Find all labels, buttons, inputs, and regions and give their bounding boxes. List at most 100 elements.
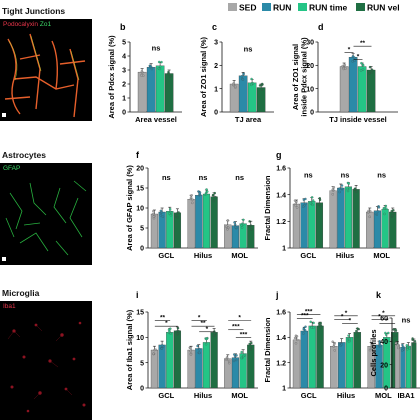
- y-axis-label: Fractal Dimension: [263, 175, 272, 240]
- microglia-micrograph: Iba1: [0, 301, 92, 420]
- x-tick-label: MOL: [375, 391, 392, 400]
- data-point: [406, 347, 409, 351]
- data-point: [232, 359, 236, 363]
- data-point: [317, 203, 321, 206]
- y-axis-label-line: Area of ZO1 signal: [291, 44, 300, 110]
- data-point: [177, 211, 180, 214]
- data-point: [378, 344, 382, 348]
- data-point: [249, 348, 253, 351]
- data-point: [160, 344, 164, 347]
- data-point: [204, 337, 208, 341]
- vessel-network-image: [4, 33, 86, 118]
- data-point: [383, 206, 386, 210]
- data-point: [232, 81, 236, 85]
- data-point: [295, 206, 299, 209]
- data-point: [302, 205, 305, 208]
- data-point: [318, 197, 321, 200]
- x-tick-label: GCL: [158, 391, 174, 400]
- bar: [164, 73, 174, 113]
- data-point: [296, 338, 299, 342]
- data-point: [151, 212, 155, 216]
- stain-label: Podocalyxin Zo1: [3, 21, 51, 28]
- y-tick-label: 0: [122, 110, 126, 117]
- y-tick-label: 10: [136, 335, 144, 342]
- astrocytes-micrograph: GFAP: [0, 163, 92, 265]
- data-point: [159, 213, 162, 217]
- stain-part: GFAP: [3, 165, 21, 172]
- data-point: [227, 361, 231, 365]
- data-point: [295, 200, 298, 203]
- data-point: [167, 71, 170, 75]
- data-point: [233, 223, 237, 226]
- data-point: [196, 344, 199, 348]
- significance-label: ns: [162, 173, 171, 182]
- bar: [137, 71, 147, 113]
- bar: [158, 344, 166, 389]
- bar: [292, 339, 301, 389]
- significance-label: **: [360, 40, 366, 47]
- data-point: [356, 331, 359, 335]
- y-tick-label: 0: [384, 386, 388, 393]
- data-point: [367, 209, 370, 213]
- significance-label: *: [165, 320, 168, 327]
- data-point: [160, 210, 164, 214]
- legend: SED RUN RUN time RUN vel: [228, 3, 400, 13]
- x-tick-label: GCL: [301, 391, 317, 400]
- data-point: [377, 206, 381, 209]
- bar: [337, 187, 345, 249]
- data-point: [189, 353, 193, 356]
- y-axis-label: Area of Iba1 signal (%): [125, 309, 134, 390]
- y-tick-label: 1.2: [276, 219, 286, 226]
- bar: [338, 342, 346, 389]
- legend-label: RUN vel: [367, 3, 400, 13]
- data-point: [250, 77, 253, 81]
- data-point: [384, 333, 388, 336]
- data-point: [384, 338, 387, 341]
- bar: [210, 332, 218, 389]
- data-point: [340, 343, 343, 346]
- significance-label: ***: [305, 309, 313, 316]
- bar: [315, 202, 324, 249]
- y-tick-label: 10: [136, 206, 144, 213]
- bar: [308, 325, 316, 389]
- legend-swatch: [298, 3, 307, 11]
- y-tick-label: 60: [380, 316, 388, 323]
- data-point: [360, 61, 363, 65]
- data-point: [211, 193, 215, 197]
- data-point: [344, 67, 347, 70]
- data-point: [348, 339, 352, 343]
- data-point: [331, 340, 334, 343]
- data-point: [225, 225, 228, 228]
- y-axis-label: Area of GFAP signal (%): [125, 165, 134, 251]
- significance-label: ns: [199, 173, 208, 182]
- data-point: [405, 344, 409, 347]
- legend-label: SED: [239, 3, 256, 13]
- data-point: [235, 354, 238, 357]
- stain-part: Zo1: [38, 21, 52, 28]
- y-tick-label: 2: [122, 82, 126, 89]
- data-point: [227, 226, 230, 230]
- data-point: [391, 214, 394, 217]
- bar: [353, 332, 362, 389]
- bar: [256, 87, 266, 113]
- panel-letter: d: [318, 22, 324, 32]
- panel-letter: g: [276, 150, 282, 160]
- panel-letter: f: [136, 150, 140, 160]
- data-point: [295, 335, 299, 338]
- data-point: [302, 332, 305, 335]
- significance-label: *: [349, 317, 352, 324]
- data-point: [248, 220, 251, 223]
- data-point: [176, 326, 180, 330]
- data-point: [351, 55, 355, 58]
- data-point: [168, 207, 172, 211]
- y-axis-label: Cells profiles: [369, 329, 378, 376]
- data-point: [394, 334, 397, 337]
- data-point: [392, 209, 395, 212]
- y-tick-label: 0: [140, 386, 144, 393]
- bar: [344, 186, 353, 249]
- data-point: [383, 212, 386, 216]
- data-point: [361, 63, 365, 67]
